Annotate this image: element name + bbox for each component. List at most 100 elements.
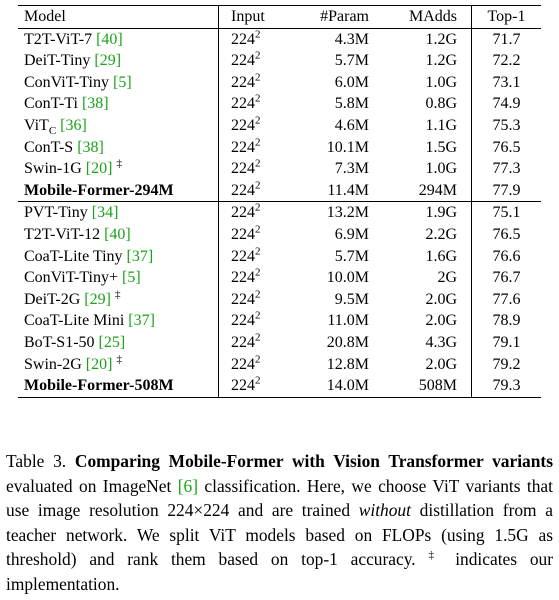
- caption: Table 3. Comparing Mobile-Former with Vi…: [6, 449, 553, 597]
- results-table: Model Input #Param MAdds Top-1 T2T-ViT-7 [40…: [18, 5, 541, 398]
- table-row: BoT-S1-50 [25] 2242 20.8M 4.3G 79.1: [18, 331, 541, 354]
- model-cell: CoaT-Lite Tiny [37]: [18, 245, 219, 268]
- model-cell: PVT-Tiny [34]: [18, 201, 219, 224]
- input-value: 224: [231, 181, 255, 199]
- citation: [29]: [94, 52, 122, 70]
- table-row: ConT-Ti [38] 2242 5.8M 0.8G 74.9: [18, 93, 541, 115]
- model-cell: Swin-1G [20] ‡: [18, 158, 219, 180]
- madds-cell: 2.2G: [373, 223, 472, 246]
- caption-segment: without: [358, 500, 411, 521]
- input-exponent: 2: [255, 93, 261, 106]
- citation: [40]: [104, 225, 131, 243]
- model-cell: ConViT-Tiny+ [5]: [18, 267, 219, 289]
- input-value: 224: [231, 312, 255, 330]
- caption-segment: indicates our implementation.: [6, 549, 554, 594]
- top1-cell: 75.1: [492, 204, 521, 222]
- input-value: 224: [231, 247, 255, 265]
- model-name: ConT-S: [24, 138, 74, 156]
- table-row: Mobile-Former-294M 2242 11.4M 294M 77.9: [18, 179, 541, 202]
- input-cell: 2242: [219, 202, 296, 224]
- model-name: PVT-Tiny: [24, 204, 88, 222]
- params-cell: 9.5M: [334, 290, 369, 308]
- table-row: DeiT-2G [29] ‡ 2242 9.5M 2.0G 77.6: [18, 288, 541, 311]
- params-cell: 13.2M: [326, 204, 369, 222]
- caption-segment: Table 3.: [6, 451, 75, 471]
- top1-cell: 79.2: [492, 355, 521, 373]
- input-cell: 2242: [219, 115, 296, 137]
- top1-cell: 72.2: [492, 52, 521, 70]
- input-exponent: 2: [255, 179, 261, 192]
- model-name: DeiT-Tiny: [24, 52, 91, 70]
- input-value: 224: [231, 204, 255, 222]
- input-cell: 2242: [219, 310, 296, 332]
- input-exponent: 2: [255, 157, 261, 170]
- input-value: 224: [231, 73, 255, 91]
- model-name: BoT-S1-50: [24, 333, 95, 351]
- citation: [20]: [85, 355, 113, 373]
- input-cell: 2242: [219, 137, 296, 159]
- input-exponent: 2: [255, 202, 261, 215]
- caption-segment: distillation from a teacher network. We …: [6, 500, 554, 570]
- model-cell: DeiT-2G [29] ‡: [18, 288, 219, 311]
- footnote-mark: ‡: [116, 353, 122, 366]
- model-cell: ConT-Ti [38]: [18, 93, 219, 115]
- top1-cell: 76.5: [492, 138, 521, 156]
- citation: [37]: [128, 312, 155, 330]
- input-exponent: 2: [255, 266, 261, 279]
- madds-cell: 1.1G: [373, 114, 472, 137]
- params-cell: 5.7M: [334, 247, 369, 265]
- input-value: 224: [231, 160, 255, 178]
- table-row: CoaT-Lite Mini [37] 2242 11.0M 2.0G 78.9: [18, 310, 541, 332]
- input-cell: 2242: [219, 72, 296, 94]
- params-cell: 20.8M: [326, 333, 369, 351]
- model-name: ViT: [24, 116, 49, 134]
- madds-cell: 0.8G: [373, 93, 472, 115]
- model-subscript: C: [48, 125, 57, 138]
- citation: [40]: [96, 30, 123, 48]
- madds-cell: 2G: [373, 267, 472, 289]
- table-row: ConViT-Tiny [5] 2242 6.0M 1.0G 73.1: [18, 71, 541, 94]
- madds-cell: 2.0G: [373, 353, 472, 376]
- model-name: Mobile-Former-508M: [24, 377, 174, 395]
- madds-cell: 4.3G: [373, 331, 472, 354]
- madds-cell: 1.6G: [373, 245, 472, 268]
- model-name: T2T-ViT-12: [24, 225, 101, 243]
- input-exponent: 2: [255, 309, 261, 322]
- params-cell: 10.0M: [326, 269, 369, 287]
- input-exponent: 2: [255, 353, 261, 366]
- table-row: ConViT-Tiny+ [5] 2242 10.0M 2G 76.7: [18, 267, 541, 289]
- params-cell: 7.3M: [334, 160, 369, 178]
- params-cell: 12.8M: [326, 355, 369, 373]
- params-cell: 6.9M: [334, 225, 369, 243]
- header-row: Model Input #Param MAdds Top-1: [18, 5, 541, 29]
- top1-cell: 75.3: [492, 116, 521, 134]
- citation: [25]: [98, 333, 126, 351]
- input-cell: 2242: [219, 158, 296, 180]
- input-exponent: 2: [255, 223, 261, 236]
- table-row: DeiT-Tiny [29] 2242 5.7M 1.2G 72.2: [18, 50, 541, 72]
- input-cell: 2242: [219, 289, 296, 311]
- params-cell: 11.0M: [327, 312, 369, 330]
- table-row: ConT-S [38] 2242 10.1M 1.5G 76.5: [18, 136, 541, 159]
- params-cell: 5.7M: [334, 52, 369, 70]
- citation: [5]: [122, 269, 141, 287]
- caption-segment: Comparing Mobile-Former with Vision Tran…: [74, 451, 553, 471]
- input-cell: 2242: [219, 28, 296, 50]
- citation: [5]: [113, 73, 132, 91]
- table-row: Swin-2G [20] ‡ 2242 12.8M 2.0G 79.2: [18, 353, 541, 376]
- input-value: 224: [231, 225, 255, 243]
- input-exponent: 2: [255, 331, 261, 344]
- params-cell: 4.6M: [334, 116, 369, 134]
- model-cell: T2T-ViT-12 [40]: [18, 223, 219, 246]
- top1-cell: 77.9: [492, 181, 521, 199]
- header-cell: Top-1: [487, 8, 526, 25]
- params-cell: 11.4M: [327, 181, 369, 199]
- top1-cell: 79.1: [492, 333, 521, 351]
- model-name: ConViT-Tiny+: [24, 269, 119, 287]
- model-name: DeiT-2G: [24, 290, 81, 308]
- caption-segment: ‡: [428, 549, 443, 562]
- input-value: 224: [231, 138, 255, 156]
- input-value: 224: [231, 116, 255, 134]
- citation: [38]: [81, 95, 109, 113]
- table-row: Mobile-Former-508M 2242 14.0M 508M 79.3: [18, 375, 541, 398]
